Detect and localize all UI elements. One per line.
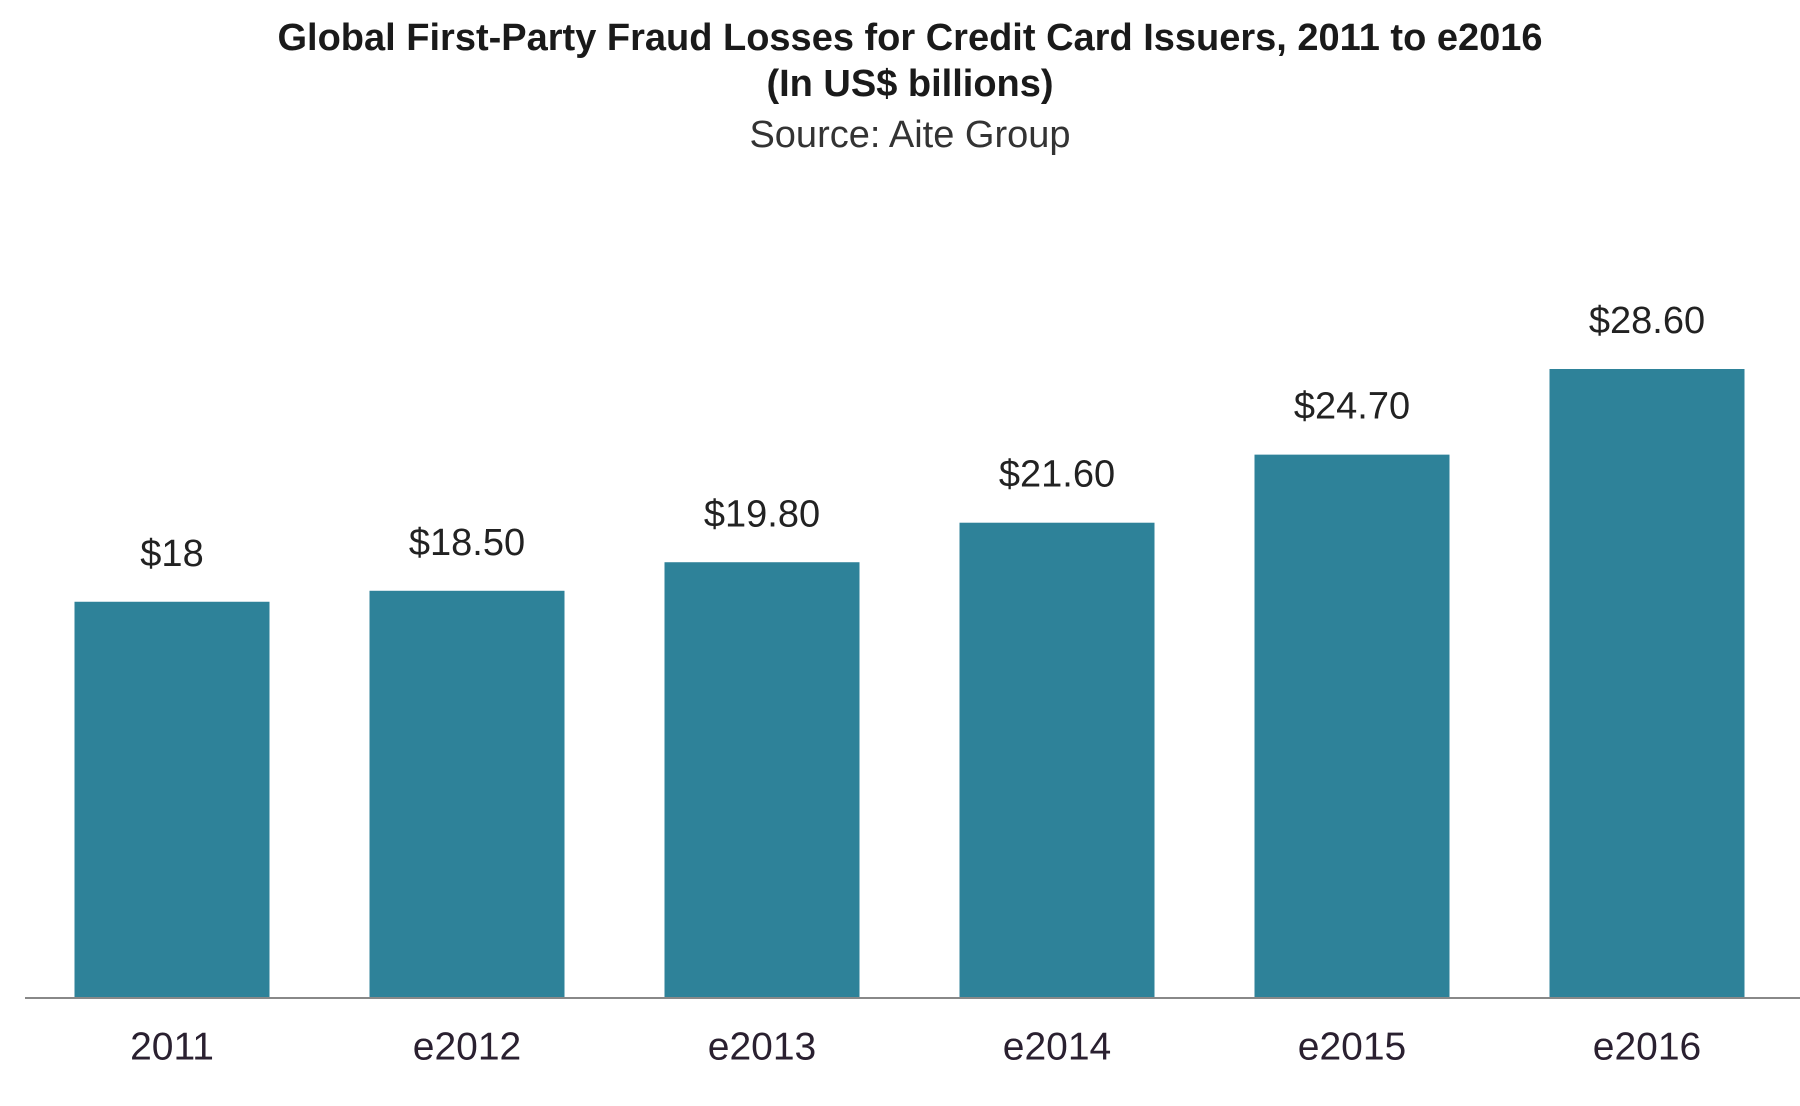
chart-title: Global First-Party Fraud Losses for Cred…	[277, 17, 1542, 59]
bar	[369, 590, 565, 997]
value-label: $18	[140, 533, 203, 575]
bar	[1254, 454, 1450, 997]
bar	[1549, 369, 1745, 997]
value-label: $24.70	[1294, 386, 1410, 428]
x-tick-label: e2015	[1298, 1025, 1406, 1068]
x-tick-label: e2016	[1593, 1025, 1701, 1068]
chart-source: Source: Aite Group	[749, 114, 1070, 156]
x-tick-label: e2013	[708, 1025, 816, 1068]
x-tick-label: e2014	[1003, 1025, 1111, 1068]
bar	[74, 601, 270, 997]
x-tick-label: e2012	[413, 1025, 521, 1068]
chart-subtitle: (In US$ billions)	[766, 63, 1053, 105]
value-label: $18.50	[409, 522, 525, 564]
value-label: $19.80	[704, 493, 820, 535]
value-label: $21.60	[999, 454, 1115, 496]
x-tick-label: 2011	[130, 1025, 214, 1068]
bar	[664, 562, 860, 997]
value-label: $28.60	[1589, 300, 1705, 342]
bar	[959, 522, 1155, 997]
